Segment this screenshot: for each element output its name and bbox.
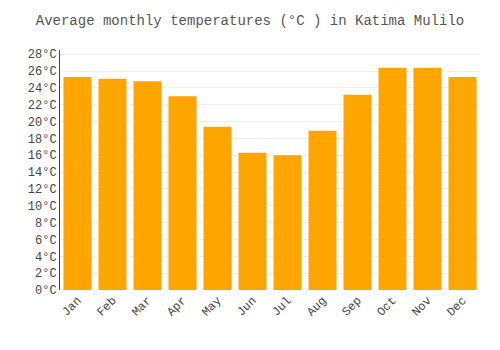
svg-text:Oct: Oct [374, 294, 399, 319]
svg-text:Sep: Sep [339, 294, 364, 319]
svg-text:Feb: Feb [94, 294, 119, 319]
svg-text:6°C: 6°C [35, 234, 57, 248]
svg-text:Average monthly temperatures (: Average monthly temperatures (°C ) in Ka… [36, 13, 464, 29]
svg-text:22°C: 22°C [28, 99, 57, 113]
svg-text:Dec: Dec [444, 294, 469, 319]
svg-text:Nov: Nov [409, 294, 434, 319]
svg-text:Jun: Jun [234, 294, 259, 319]
svg-text:Mar: Mar [129, 294, 154, 319]
svg-text:Apr: Apr [164, 294, 189, 319]
svg-text:Aug: Aug [304, 294, 329, 319]
svg-text:May: May [199, 294, 224, 319]
svg-text:18°C: 18°C [28, 133, 57, 147]
svg-text:10°C: 10°C [28, 200, 57, 214]
svg-text:0°C: 0°C [35, 284, 57, 298]
svg-text:14°C: 14°C [28, 166, 57, 180]
svg-text:26°C: 26°C [28, 65, 57, 79]
svg-text:28°C: 28°C [28, 48, 57, 62]
svg-text:12°C: 12°C [28, 183, 57, 197]
svg-text:Jan: Jan [59, 294, 84, 319]
svg-text:20°C: 20°C [28, 116, 57, 130]
svg-text:16°C: 16°C [28, 149, 57, 163]
svg-text:2°C: 2°C [35, 267, 57, 281]
svg-text:4°C: 4°C [35, 251, 57, 265]
svg-text:8°C: 8°C [35, 217, 57, 231]
svg-text:24°C: 24°C [28, 82, 57, 96]
svg-text:Jul: Jul [269, 294, 294, 319]
